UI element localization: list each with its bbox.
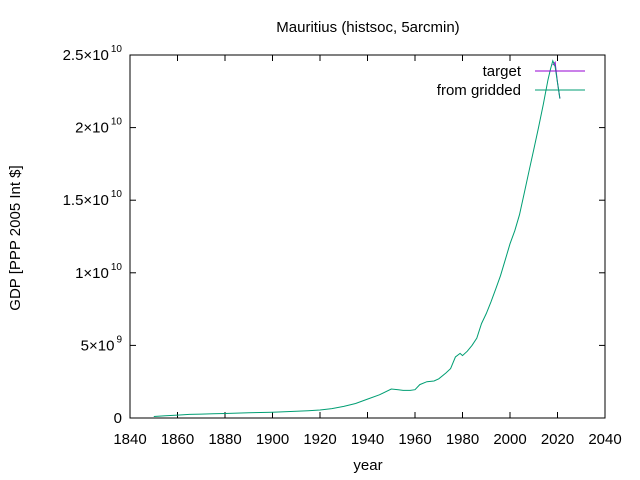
plot-border <box>129 54 606 419</box>
legend-label: target <box>483 63 522 80</box>
y-tick-label: 5×10 9 <box>81 334 123 354</box>
x-axis-label: year <box>353 457 382 474</box>
x-tick-label: 2040 <box>588 431 621 448</box>
x-tick-label: 1880 <box>208 431 241 448</box>
series-line-from-gridded <box>153 59 561 417</box>
plot-area <box>129 54 606 419</box>
y-axis-label: GDP [PPP 2005 Int $] <box>7 165 24 310</box>
x-tick-label: 1860 <box>161 431 194 448</box>
y-tick-label: 1.5×10 10 <box>63 189 123 209</box>
y-axis: 0 5×10 9 1×10 10 1.5×10 10 2×10 10 2.5×10 10 <box>63 44 605 427</box>
chart-title: Mauritius (histsoc, 5arcmin) <box>276 19 459 36</box>
legend-label: from gridded <box>437 82 521 99</box>
x-tick-label: 1960 <box>398 431 431 448</box>
x-tick-label: 1920 <box>303 431 336 448</box>
series-layer <box>153 59 561 417</box>
x-tick-label: 1900 <box>256 431 289 448</box>
y-tick-label: 2×10 10 <box>75 117 122 137</box>
x-tick-label: 2000 <box>493 431 526 448</box>
x-axis: 1840 1860 1880 1900 1920 1940 1960 1980 2000 2020… <box>113 55 622 448</box>
x-tick-label: 1840 <box>113 431 146 448</box>
x-tick-label: 1940 <box>351 431 384 448</box>
y-tick-label: 1×10 10 <box>75 262 122 282</box>
y-tick-label: 2.5×10 10 <box>63 44 123 64</box>
x-tick-label: 2020 <box>541 431 574 448</box>
x-tick-label: 1980 <box>446 431 479 448</box>
legend: target from gridded <box>437 63 585 99</box>
y-tick-label: 0 <box>114 410 122 427</box>
